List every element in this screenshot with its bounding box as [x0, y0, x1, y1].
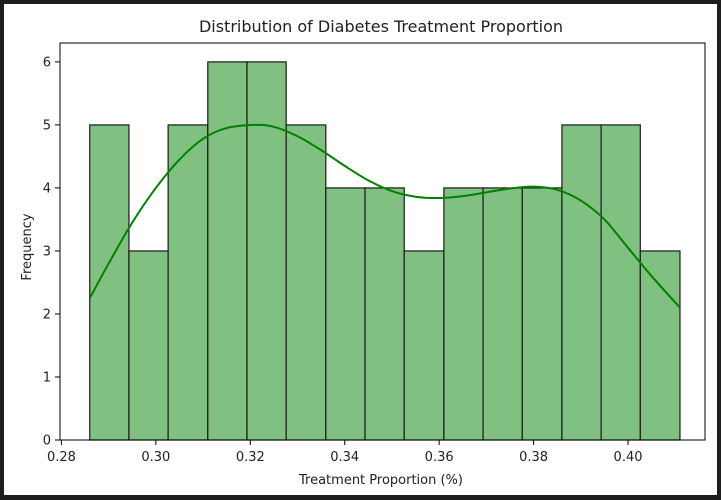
- histogram-bar: [285, 124, 327, 441]
- y-tick-label: 1: [43, 370, 51, 385]
- x-tick-label: 0.28: [47, 450, 76, 465]
- chart-title: Distribution of Diabetes Treatment Propo…: [199, 17, 563, 36]
- histogram-bar: [207, 61, 248, 441]
- y-tick-label: 6: [43, 55, 51, 70]
- y-tick-label: 2: [43, 307, 51, 322]
- histogram-bar: [600, 124, 641, 441]
- y-tick-label: 3: [43, 244, 51, 259]
- histogram-bar: [521, 187, 563, 441]
- x-tick-label: 0.36: [425, 450, 454, 465]
- histogram-bar: [246, 61, 287, 441]
- y-tick-label: 0: [43, 434, 51, 449]
- histogram-bar: [443, 187, 484, 441]
- kde-layer: [88, 123, 681, 309]
- histogram-bar: [89, 124, 130, 441]
- x-axis-label: Treatment Proportion (%): [298, 473, 463, 488]
- plot-frame: [59, 42, 706, 441]
- histogram-bar: [482, 187, 523, 441]
- x-tick-label: 0.32: [236, 450, 265, 465]
- histogram-chart: Distribution of Diabetes Treatment Propo…: [20, 17, 706, 488]
- x-tick-label: 0.34: [330, 450, 359, 465]
- x-tick-label: 0.38: [519, 450, 548, 465]
- histogram-bars: [89, 61, 681, 441]
- histogram-bar: [167, 124, 209, 441]
- histogram-bar: [325, 187, 366, 441]
- kde-line: [88, 123, 681, 309]
- histogram-bar: [403, 250, 445, 441]
- axes: [59, 42, 706, 441]
- x-axis-ticks: 0.28 0.30 0.32 0.34 0.36 0.38 0.40: [47, 440, 643, 465]
- histogram-bar: [128, 250, 169, 441]
- y-tick-label: 5: [43, 118, 51, 133]
- x-tick-label: 0.30: [141, 450, 170, 465]
- histogram-bar: [364, 187, 405, 441]
- histogram-bar: [639, 250, 681, 441]
- y-axis-ticks: 0 1 2 3 4 5 6: [43, 55, 60, 449]
- y-tick-label: 4: [43, 181, 51, 196]
- chart-figure: Distribution of Diabetes Treatment Propo…: [4, 4, 717, 495]
- histogram-bar: [561, 124, 602, 441]
- y-axis-label: Frequency: [20, 213, 35, 280]
- x-tick-label: 0.40: [614, 450, 643, 465]
